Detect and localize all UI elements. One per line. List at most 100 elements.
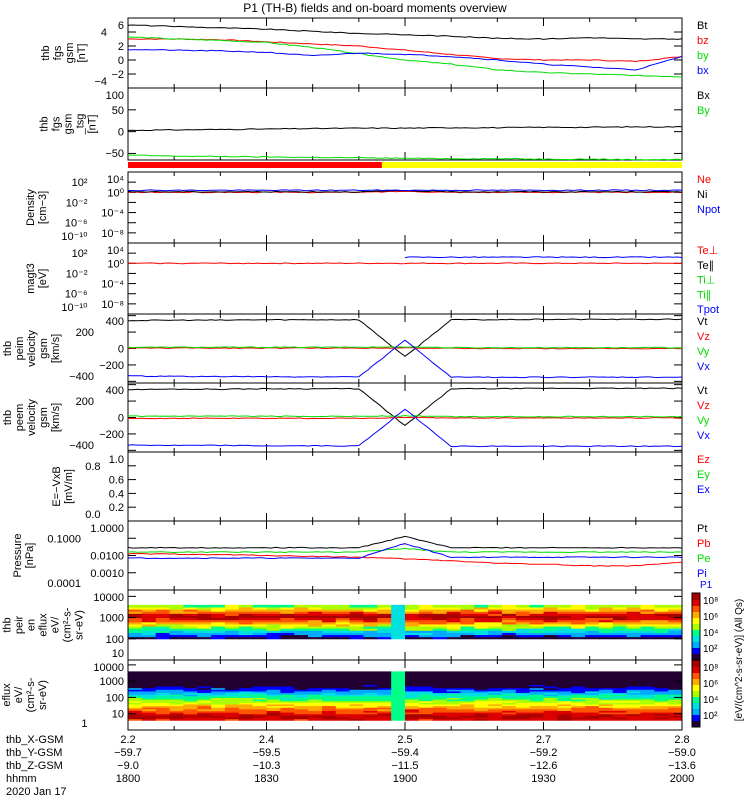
peer-cell [169,705,184,708]
peer-cell [266,681,281,684]
peer-cell [654,705,669,708]
peir-cell [238,626,254,629]
magt3-tick-label: 10⁻² [66,268,88,280]
peer-cell [405,695,420,698]
peer-cell [128,673,143,676]
peir-cell [446,630,461,633]
peir-cell [294,630,309,633]
peer-cell [515,690,531,694]
peer-tick-label: 10 [112,709,124,721]
peer-cell [405,699,420,702]
peir-cell [501,632,517,636]
peer-cell [432,703,448,707]
x-axis-tick-label: 2000 [670,773,694,785]
peir-cell [515,632,531,636]
colorbar-cell [692,639,700,641]
peir-cell [557,621,572,625]
peer-cell [460,679,475,682]
peer-cell [515,684,531,687]
peer-cell [598,697,614,700]
peer-cell [335,674,351,677]
peer-cell [488,699,503,702]
colorbar-cell [692,624,700,626]
peir-cell [668,617,683,621]
peem_velocity-ylabel: [km/s] [50,403,62,432]
peer-cell [460,682,475,685]
peer-cell [474,674,489,677]
peer-cell [252,695,267,698]
peer-cell [626,716,641,720]
peer-cell [612,682,628,685]
peir-cell [280,628,295,631]
peer-cell [488,687,503,690]
peir-cell [169,621,184,625]
peir-cell [252,617,267,621]
peer-cell [585,699,600,702]
peer-cell [252,710,267,713]
colorbar-cell [692,658,700,660]
peer-cell [294,718,309,721]
colorbar-cell [692,719,700,721]
peer-cell [557,674,572,677]
peer-cell [377,684,392,687]
peim_velocity-tick-label: 200 [76,327,94,339]
pressure-tick-label: 0.0001 [47,578,81,590]
peir-cell [294,613,309,616]
peer-cell [224,679,240,682]
peer-cell [183,677,198,681]
peer-cell [626,695,641,698]
peer-cell [335,673,351,676]
peer-cell [418,694,434,697]
peir-cell [141,604,157,608]
peer-cell [418,707,434,710]
fgs_dsl-frame [127,87,683,161]
peir-cell [238,615,254,619]
peir-cell [488,615,503,619]
colorbar-cell [692,676,700,678]
peir-cell [238,611,254,614]
peer-cell [349,674,364,677]
peir-cell [668,619,683,623]
peir-cell [335,615,351,619]
peer-cell [543,689,558,692]
peir-cell [405,632,420,636]
peer-cell [557,695,572,698]
peer-cell [488,702,503,705]
peer-cell [155,715,171,718]
density-tick-label: 10⁻⁶ [65,218,88,230]
peer-cell [321,700,337,703]
peer-cell [197,707,212,710]
peer-cell [183,713,198,716]
peer-cell [238,699,254,702]
peer-cell [363,718,378,721]
peer-cell [501,715,517,718]
peer-cell [377,697,392,700]
peer-cell [155,712,171,715]
peir-cell [349,613,364,616]
peer-cell [405,697,420,700]
peer-cell [155,699,171,702]
peer-cell [501,705,517,708]
peir-cell [155,630,171,633]
peir-cell [335,606,351,610]
peer-cell [238,700,254,703]
peer-cell [141,687,157,690]
peir-cell [405,604,420,608]
peer-cell [585,708,600,711]
peir-cell [418,615,434,619]
peer-cell [349,684,364,687]
peir-cell [640,609,655,612]
peer-cell [654,703,669,707]
peer-cell [141,671,157,674]
peer-cell [557,700,572,703]
peer-cell [211,673,226,676]
peer-cell [474,700,489,703]
peer-cell [224,684,240,687]
peir-cell [585,617,600,621]
peer-cell [266,713,281,716]
peer-cell [598,699,614,702]
peer-tick-label: 100 [106,692,124,704]
peir-cell [183,606,198,610]
peer-ylabel: en [0,689,1,701]
peer-cell [418,695,434,698]
